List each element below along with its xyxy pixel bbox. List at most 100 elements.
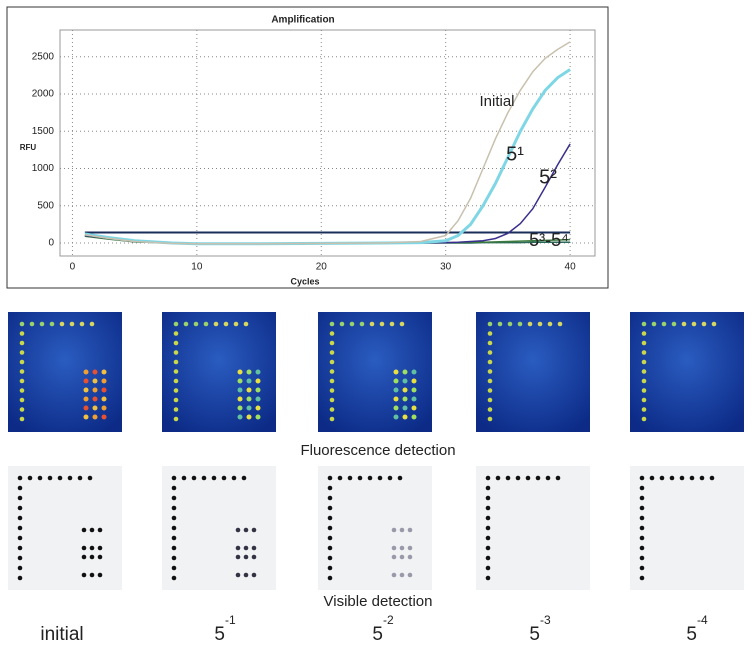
spot xyxy=(505,475,511,481)
spot xyxy=(97,572,103,578)
spot xyxy=(651,321,657,327)
series-label: Initial xyxy=(479,93,514,110)
spot xyxy=(485,545,491,551)
spot xyxy=(203,321,209,327)
image-panels: initial 5-15-25-35-4 xyxy=(8,312,744,645)
spot xyxy=(399,545,405,551)
spot xyxy=(389,321,395,327)
spot xyxy=(641,388,647,393)
spot xyxy=(535,475,541,481)
spot xyxy=(411,405,417,411)
spot xyxy=(485,535,491,541)
spot xyxy=(92,405,98,411)
spot xyxy=(191,475,197,481)
spot xyxy=(329,331,335,336)
spot xyxy=(399,321,405,327)
dilution-base: 5 xyxy=(214,624,225,645)
spot xyxy=(507,321,513,327)
y-tick-label: 2500 xyxy=(32,51,55,62)
spot xyxy=(641,359,647,365)
spot xyxy=(49,321,55,327)
spot xyxy=(377,475,383,481)
spot xyxy=(221,475,227,481)
spot xyxy=(19,359,25,365)
spot xyxy=(399,572,405,578)
spot xyxy=(231,475,237,481)
plot-area xyxy=(59,29,596,257)
y-tick-label: 0 xyxy=(48,238,54,249)
spot xyxy=(347,475,353,481)
spot xyxy=(17,545,23,551)
spot xyxy=(327,485,333,491)
spot xyxy=(339,321,345,327)
spot xyxy=(485,555,491,561)
visible-image xyxy=(476,466,590,590)
spot xyxy=(83,378,89,384)
spot xyxy=(649,475,655,481)
spot xyxy=(391,554,397,560)
spot xyxy=(173,388,179,393)
spot xyxy=(87,475,93,481)
spot xyxy=(246,369,252,375)
x-tick-label: 0 xyxy=(70,262,76,273)
spot xyxy=(701,321,707,327)
spot xyxy=(387,475,393,481)
spot xyxy=(97,527,103,533)
chart-title: Amplification xyxy=(271,15,334,26)
spot xyxy=(79,321,85,327)
spot xyxy=(17,505,23,511)
spot xyxy=(369,321,375,327)
spot xyxy=(17,475,23,481)
dilution-text: initial xyxy=(40,624,83,645)
spot xyxy=(89,545,95,551)
spot xyxy=(639,535,645,541)
spot xyxy=(329,378,335,384)
spot xyxy=(485,575,491,581)
dilution-label: 5-4 xyxy=(686,613,708,645)
dilution-exponent: -4 xyxy=(697,613,708,627)
spot xyxy=(661,321,667,327)
spot xyxy=(173,359,179,365)
spot xyxy=(67,475,73,481)
spot xyxy=(515,475,521,481)
spot xyxy=(379,321,385,327)
spot xyxy=(173,340,179,346)
dilution-exponent: -1 xyxy=(225,613,236,627)
spot xyxy=(641,331,647,336)
dilution-label: 5-1 xyxy=(214,613,236,645)
spot xyxy=(83,405,89,411)
spot xyxy=(639,525,645,531)
spot xyxy=(327,555,333,561)
spot xyxy=(327,475,333,481)
spot xyxy=(639,555,645,561)
spot xyxy=(349,321,355,327)
spot xyxy=(29,321,35,327)
spot xyxy=(641,340,647,346)
spot xyxy=(411,414,417,420)
spot xyxy=(17,565,23,571)
spot xyxy=(639,575,645,581)
spot xyxy=(485,505,491,511)
series-line xyxy=(84,41,571,245)
spot xyxy=(327,525,333,531)
spot xyxy=(251,554,257,560)
spot xyxy=(83,396,89,402)
spot xyxy=(97,545,103,551)
y-tick-label: 1500 xyxy=(32,126,55,137)
spot xyxy=(173,369,179,374)
spot xyxy=(83,369,89,375)
spot xyxy=(497,321,503,327)
spot xyxy=(485,495,491,501)
spot xyxy=(407,545,413,551)
dilution-label: 5-2 xyxy=(372,613,394,645)
spot xyxy=(255,405,261,411)
spot xyxy=(407,527,413,533)
spot xyxy=(89,321,95,327)
spot xyxy=(495,475,501,481)
spot xyxy=(485,525,491,531)
spot xyxy=(517,321,523,327)
spot xyxy=(83,414,89,420)
spot xyxy=(27,475,33,481)
spot xyxy=(391,572,397,578)
spot xyxy=(329,416,335,422)
